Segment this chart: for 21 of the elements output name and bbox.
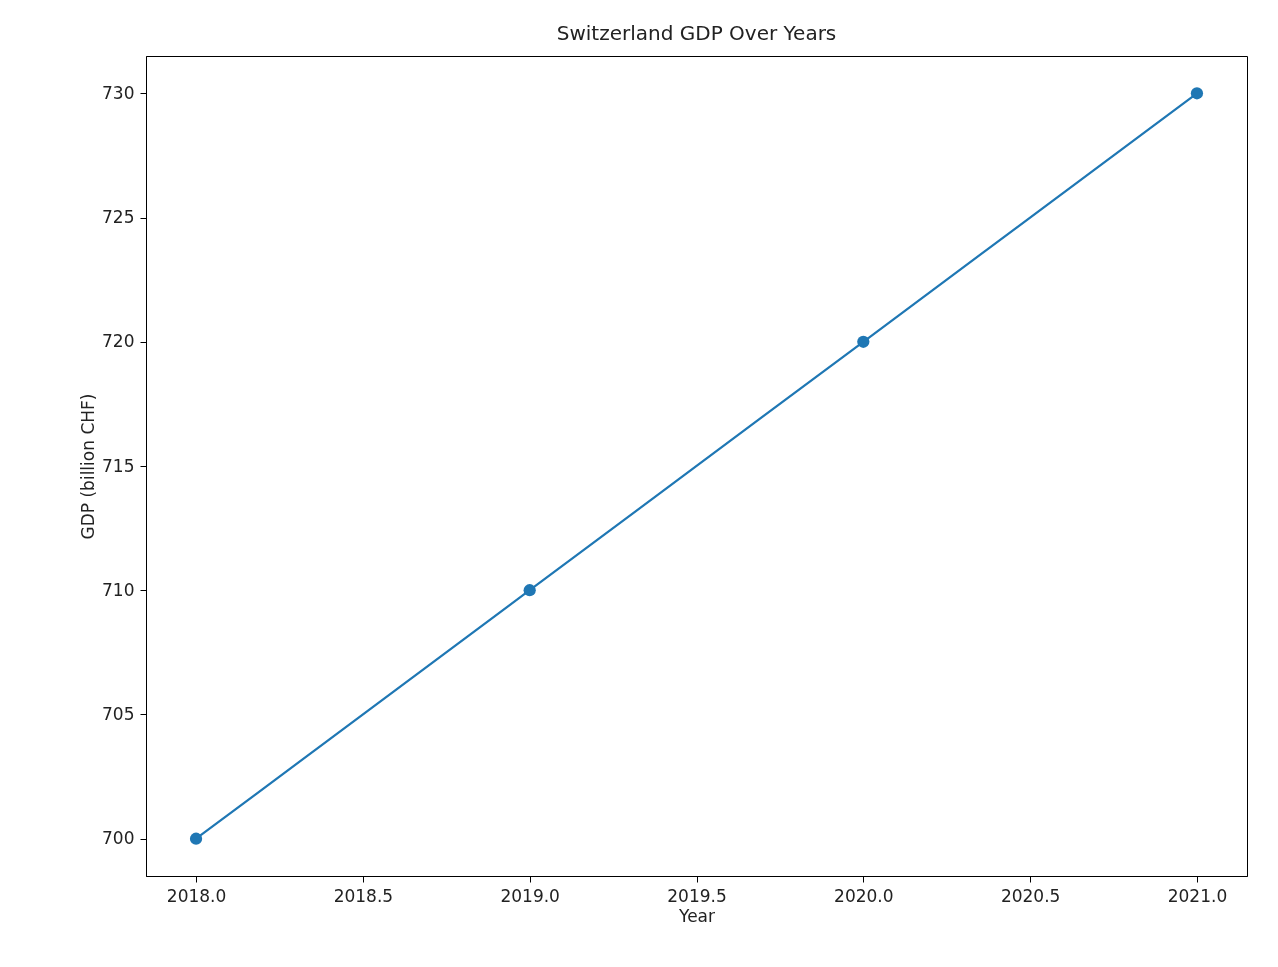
y-tick-label: 725 [102,207,135,228]
x-axis-title: Year [678,905,715,926]
x-tick-label: 2019.0 [500,885,560,906]
x-tick-label: 2020.0 [834,885,894,906]
point [1190,87,1204,100]
x-tick-label: 2018.0 [166,885,227,906]
point [857,335,870,348]
x-tick-label: 2019.5 [667,885,727,906]
x-tick-label: 2020.5 [1000,885,1061,906]
y-tick-label: 710 [102,579,135,600]
chart-title: Switzerland GDP Over Years [556,21,837,45]
y-tick-label: 730 [102,82,135,103]
point [189,832,203,845]
y-tick-label: 705 [102,703,135,724]
x-tick-label: 2018.5 [333,885,394,906]
y-tick-label: 700 [102,828,135,849]
x-tick-label: 2021.0 [1167,885,1228,906]
y-tick-label: 720 [102,331,135,352]
point [523,584,536,597]
y-tick-label: 715 [102,455,135,476]
y-axis-title: GDP (billion CHF) [78,393,99,540]
